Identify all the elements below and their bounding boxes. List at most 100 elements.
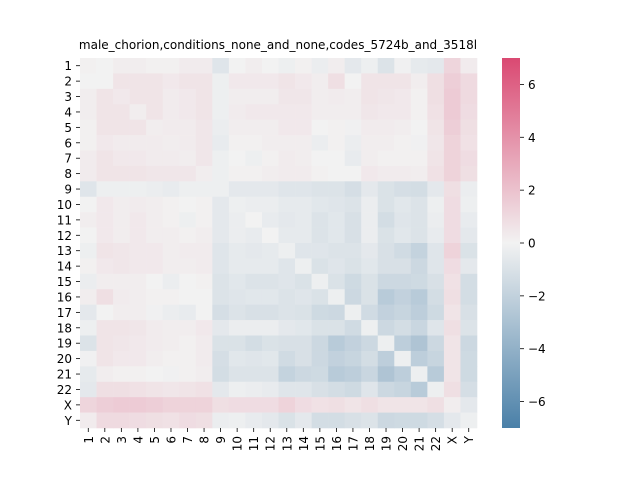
heatmap-cell xyxy=(245,366,263,383)
heatmap-cell xyxy=(344,412,362,429)
heatmap-cell xyxy=(179,165,197,182)
heatmap-cell xyxy=(410,58,428,74)
heatmap-cell xyxy=(361,104,379,120)
heatmap-cell xyxy=(162,150,180,167)
heatmap-cell xyxy=(146,212,164,228)
heatmap-cell xyxy=(361,119,379,136)
heatmap-cell xyxy=(443,350,461,367)
heatmap-cell xyxy=(96,258,114,275)
heatmap-cell xyxy=(344,227,362,244)
heatmap-cell xyxy=(212,350,230,367)
heatmap-cell xyxy=(394,397,412,413)
heatmap-cell xyxy=(295,304,312,321)
colorbar-tick-label: 0 xyxy=(528,237,536,251)
row-tick-label: Y xyxy=(64,414,73,428)
heatmap-cell xyxy=(311,119,329,136)
heatmap-cell xyxy=(443,181,461,198)
heatmap-cell xyxy=(245,150,263,167)
heatmap-cell xyxy=(228,366,246,383)
heatmap-cell xyxy=(261,412,279,429)
heatmap-cell xyxy=(113,165,130,182)
heatmap-cell xyxy=(129,119,147,136)
heatmap-cell xyxy=(162,304,180,321)
heatmap-cell xyxy=(427,212,445,228)
heatmap-cell xyxy=(295,212,312,228)
heatmap-cell xyxy=(295,181,312,198)
heatmap-cell xyxy=(443,88,461,105)
heatmap-cell xyxy=(179,196,197,213)
heatmap-cell xyxy=(146,119,164,136)
heatmap-cell xyxy=(410,412,428,429)
heatmap-cell xyxy=(179,258,197,275)
column-tick-label: 5 xyxy=(148,436,162,444)
heatmap-cell xyxy=(295,58,312,74)
heatmap-cell xyxy=(311,258,329,275)
heatmap-cell xyxy=(261,104,279,120)
heatmap-cell xyxy=(311,58,329,74)
heatmap-cell xyxy=(427,119,445,136)
heatmap-cell xyxy=(460,243,478,259)
heatmap-cell xyxy=(394,320,412,336)
heatmap-cell xyxy=(410,88,428,105)
heatmap-cell xyxy=(96,135,114,151)
heatmap-cell xyxy=(146,412,164,429)
heatmap-cell xyxy=(427,227,445,244)
heatmap-cell xyxy=(278,243,296,259)
heatmap-cell xyxy=(295,366,312,383)
heatmap-cell xyxy=(460,88,478,105)
heatmap-cell xyxy=(278,196,296,213)
heatmap-cell xyxy=(195,273,213,290)
heatmap-cell xyxy=(146,381,164,398)
heatmap-cell xyxy=(328,73,345,90)
heatmap-cell xyxy=(460,196,478,213)
heatmap-cell xyxy=(261,73,279,90)
heatmap-cell xyxy=(427,350,445,367)
heatmap-cell xyxy=(328,88,345,105)
row-tick-label: 16 xyxy=(57,290,72,304)
row-tick-label: 13 xyxy=(57,244,72,258)
heatmap-cell xyxy=(311,366,329,383)
heatmap-cell xyxy=(443,227,461,244)
heatmap-cell xyxy=(113,119,130,136)
heatmap-cell xyxy=(410,397,428,413)
heatmap-cell xyxy=(228,150,246,167)
heatmap-cell xyxy=(245,181,263,198)
heatmap-cell xyxy=(96,73,114,90)
heatmap-cell xyxy=(80,181,97,198)
heatmap-cell xyxy=(278,304,296,321)
heatmap-cell xyxy=(245,104,263,120)
heatmap-cell xyxy=(344,181,362,198)
heatmap-cell xyxy=(361,212,379,228)
heatmap-cell xyxy=(311,181,329,198)
heatmap-cell xyxy=(179,73,197,90)
heatmap-cell xyxy=(129,135,147,151)
heatmap-cell xyxy=(344,212,362,228)
heatmap-cell xyxy=(146,104,164,120)
heatmap-cell xyxy=(245,212,263,228)
column-tick-labels: 1 2 3 4 5 6 7 8 9 10 11 12 13 14 15 16 17 18 19 20 21 22 X Y xyxy=(82,428,476,451)
heatmap-cell xyxy=(295,258,312,275)
heatmap-cell xyxy=(278,135,296,151)
heatmap-cell xyxy=(146,304,164,321)
heatmap-cell xyxy=(311,350,329,367)
heatmap-cell xyxy=(245,258,263,275)
heatmap-cell xyxy=(228,58,246,74)
heatmap-cell xyxy=(212,150,230,167)
heatmap-cell xyxy=(228,227,246,244)
heatmap-cell xyxy=(96,320,114,336)
heatmap-cell xyxy=(195,150,213,167)
heatmap-cell xyxy=(344,58,362,74)
heatmap-cell xyxy=(195,119,213,136)
heatmap-cell xyxy=(361,320,379,336)
heatmap-cell xyxy=(228,196,246,213)
heatmap-cell xyxy=(96,227,114,244)
column-tick-label: 16 xyxy=(330,436,344,451)
heatmap-cell xyxy=(394,304,412,321)
heatmap-cell xyxy=(410,196,428,213)
heatmap-cell xyxy=(129,320,147,336)
heatmap-cell xyxy=(146,397,164,413)
heatmap-cell xyxy=(361,381,379,398)
heatmap-cell xyxy=(311,104,329,120)
heatmap-cell xyxy=(113,258,130,275)
